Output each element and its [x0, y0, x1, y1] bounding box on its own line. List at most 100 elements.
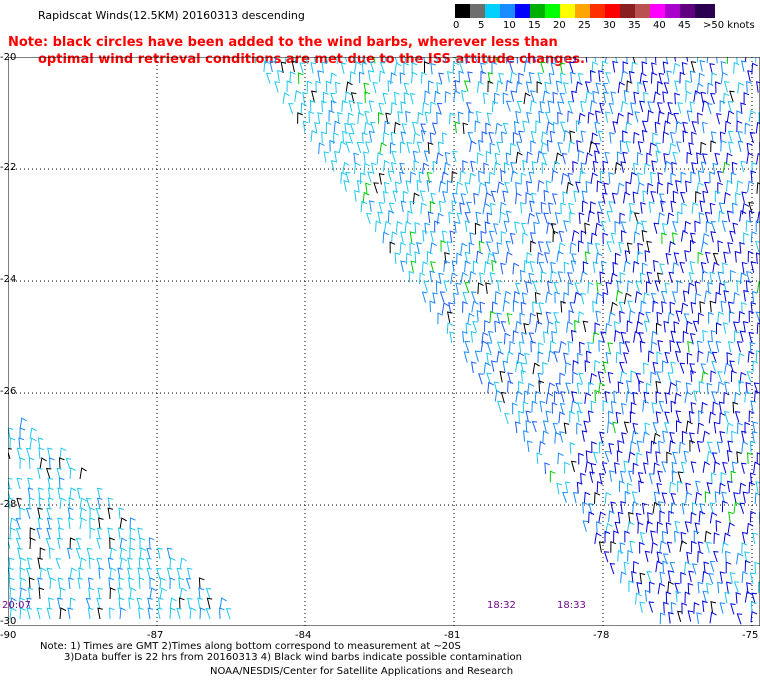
wind-barb [697, 422, 704, 435]
wind-barb [726, 450, 733, 462]
wind-barb [536, 452, 543, 465]
wind-barb [597, 371, 604, 383]
wind-barb [626, 280, 634, 292]
wind-barb [614, 462, 620, 474]
wind-barb [607, 371, 614, 384]
wind-barb [594, 492, 601, 504]
wind-barb [496, 80, 504, 92]
wind-barb [716, 441, 723, 453]
wind-barb [755, 481, 760, 493]
wind-barb [628, 70, 635, 83]
wind-barb [650, 530, 656, 542]
wind-barb [754, 492, 760, 505]
wind-barb [28, 497, 35, 510]
wind-barb [469, 270, 477, 283]
wind-barb [309, 99, 316, 112]
wind-barb [681, 502, 688, 515]
wind-barb [626, 482, 633, 495]
wind-barb [564, 361, 572, 374]
wind-barb [644, 250, 651, 262]
wind-barb [697, 251, 704, 264]
wind-barb [436, 82, 443, 94]
wind-barb [701, 270, 709, 282]
wind-barb [752, 421, 759, 434]
wind-barb [730, 370, 737, 383]
wind-barb [496, 350, 504, 363]
wind-barb [516, 100, 523, 112]
wind-barb [19, 507, 26, 519]
wind-barb [642, 431, 650, 444]
wind-barb [505, 79, 513, 92]
wind-barb [443, 259, 450, 272]
wind-barb [571, 229, 580, 242]
wind-barb [618, 241, 624, 254]
wind-barb [138, 577, 145, 590]
wind-barb [734, 250, 741, 263]
wind-barb [741, 531, 748, 544]
wind-barb [391, 231, 398, 244]
wind-barb [467, 71, 473, 83]
wind-barb [506, 312, 513, 325]
wind-barb [404, 220, 412, 233]
wind-barb [709, 511, 718, 524]
wind-barb [526, 151, 533, 164]
wind-barb [588, 511, 595, 524]
wind-barb [98, 567, 104, 580]
wind-barb [670, 361, 677, 374]
wind-barb [523, 390, 531, 403]
wind-barb [400, 101, 407, 114]
wind-barb [641, 230, 648, 242]
wind-barb [491, 100, 499, 113]
wind-barb [330, 160, 337, 172]
wind-barb [486, 212, 493, 225]
wind-barb [500, 321, 507, 333]
wind-barb [684, 391, 692, 403]
wind-barb [641, 502, 648, 515]
wind-barb [574, 319, 580, 332]
wind-barb [541, 162, 548, 174]
wind-barb [608, 311, 616, 324]
wind-barb [657, 340, 664, 352]
wind-barb [691, 540, 697, 553]
wind-barb [505, 152, 512, 165]
wind-barb [147, 597, 153, 610]
wind-barb [718, 202, 725, 214]
wind-barb [670, 200, 677, 213]
wind-barb [560, 391, 566, 403]
wind-barb [687, 282, 695, 295]
wind-barb [387, 170, 394, 182]
wind-barb [26, 607, 32, 620]
wind-barb [444, 91, 452, 103]
wind-barb [487, 72, 494, 84]
wind-barb [665, 57, 668, 65]
wind-barb [391, 150, 397, 163]
wind-barb [524, 352, 530, 365]
wind-barb [672, 62, 681, 75]
wind-barb [9, 607, 17, 620]
wind-barb [146, 567, 153, 580]
wind-barb [675, 380, 682, 392]
wind-barb [619, 212, 626, 225]
wind-barb [657, 172, 663, 184]
wind-barb [634, 291, 643, 303]
wind-barb [647, 350, 655, 363]
wind-barb [521, 331, 527, 344]
wind-barb [548, 72, 555, 85]
wind-barb [379, 142, 387, 154]
wind-barb [659, 510, 666, 523]
credit-line: NOAA/NESDIS/Center for Satellite Applica… [210, 666, 514, 677]
wind-barb [663, 120, 671, 133]
wind-barb [363, 151, 369, 163]
wind-barb [633, 162, 639, 175]
wind-barb [633, 91, 640, 104]
wind-barb [448, 211, 455, 224]
wind-barb [580, 230, 587, 242]
wind-barb [392, 190, 399, 202]
wind-barb [488, 171, 496, 184]
wind-barb [59, 447, 67, 460]
wind-barb [697, 112, 703, 125]
wind-barb [379, 62, 386, 74]
wind-barb [587, 210, 595, 223]
wind-barb [469, 140, 477, 153]
wind-barb [65, 458, 72, 470]
